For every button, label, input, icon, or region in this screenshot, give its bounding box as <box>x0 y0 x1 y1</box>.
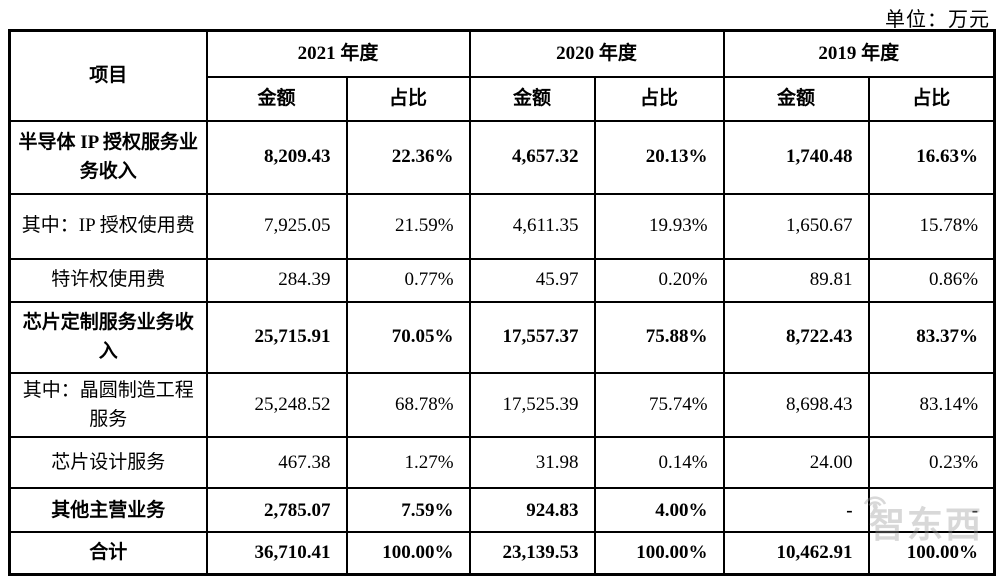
ratio-2019: 0.86% <box>867 257 996 303</box>
ratio-2021: 68.78% <box>345 371 471 439</box>
amount-2021: 8,209.43 <box>205 119 348 195</box>
amount-2021: 284.39 <box>205 257 348 303</box>
ratio-2021: 1.27% <box>345 436 471 490</box>
amount-2019: - <box>722 487 870 534</box>
table-row: 芯片设计服务 467.38 1.27% 31.98 0.14% 24.00 0.… <box>8 436 996 490</box>
row-label: 芯片定制服务业务收入 <box>8 300 208 374</box>
amount-2021: 7,925.05 <box>205 192 348 260</box>
year-header-2020: 2020 年度 <box>468 29 725 78</box>
row-label: 合计 <box>8 531 208 576</box>
amount-2020: 23,139.53 <box>468 531 596 576</box>
row-label: 特许权使用费 <box>8 257 208 303</box>
row-label: 半导体 IP 授权服务业务收入 <box>8 119 208 195</box>
ratio-header-2020: 占比 <box>593 75 725 122</box>
amount-2021: 2,785.07 <box>205 487 348 534</box>
ratio-2019: 15.78% <box>867 192 996 260</box>
amount-header-2019: 金额 <box>722 75 870 122</box>
amount-header-2021: 金额 <box>205 75 348 122</box>
amount-2020: 17,557.37 <box>468 300 596 374</box>
amount-2021: 25,248.52 <box>205 371 348 439</box>
ratio-2021: 7.59% <box>345 487 471 534</box>
table-row: 其中：IP 授权使用费 7,925.05 21.59% 4,611.35 19.… <box>8 192 996 260</box>
row-label: 其中：晶圆制造工程服务 <box>8 371 208 439</box>
revenue-table: 项目 2021 年度 2020 年度 2019 年度 金额 占比 金额 占比 金… <box>8 29 997 576</box>
ratio-header-2019: 占比 <box>867 75 996 122</box>
ratio-2020: 75.74% <box>593 371 725 439</box>
ratio-2020: 100.00% <box>593 531 725 576</box>
table-row: 特许权使用费 284.39 0.77% 45.97 0.20% 89.81 0.… <box>8 257 996 303</box>
ratio-2019: 0.23% <box>867 436 996 490</box>
amount-2019: 89.81 <box>722 257 870 303</box>
amount-2020: 4,611.35 <box>468 192 596 260</box>
table-row: 其中：晶圆制造工程服务 25,248.52 68.78% 17,525.39 7… <box>8 371 996 439</box>
amount-2020: 924.83 <box>468 487 596 534</box>
ratio-2020: 0.20% <box>593 257 725 303</box>
ratio-2019: - <box>867 487 996 534</box>
amount-2019: 24.00 <box>722 436 870 490</box>
header-row-subcolumns: 金额 占比 金额 占比 金额 占比 <box>10 75 996 122</box>
ratio-2021: 70.05% <box>345 300 471 374</box>
amount-2019: 8,722.43 <box>722 300 870 374</box>
table-row: 半导体 IP 授权服务业务收入 8,209.43 22.36% 4,657.32… <box>8 119 996 195</box>
ratio-2021: 21.59% <box>345 192 471 260</box>
amount-2020: 4,657.32 <box>468 119 596 195</box>
ratio-2020: 4.00% <box>593 487 725 534</box>
table-row-total: 合计 36,710.41 100.00% 23,139.53 100.00% 1… <box>8 531 996 576</box>
ratio-2019: 83.37% <box>867 300 996 374</box>
row-label: 其中：IP 授权使用费 <box>8 192 208 260</box>
amount-2019: 8,698.43 <box>722 371 870 439</box>
table-row: 其他主营业务 2,785.07 7.59% 924.83 4.00% - - <box>8 487 996 534</box>
amount-2020: 45.97 <box>468 257 596 303</box>
ratio-header-2021: 占比 <box>345 75 471 122</box>
ratio-2021: 22.36% <box>345 119 471 195</box>
amount-header-2020: 金额 <box>468 75 596 122</box>
amount-2019: 10,462.91 <box>722 531 870 576</box>
row-label: 芯片设计服务 <box>8 436 208 490</box>
ratio-2019: 100.00% <box>867 531 996 576</box>
header-row-years: 项目 2021 年度 2020 年度 2019 年度 <box>8 29 996 122</box>
ratio-2021: 0.77% <box>345 257 471 303</box>
amount-2020: 17,525.39 <box>468 371 596 439</box>
ratio-2021: 100.00% <box>345 531 471 576</box>
amount-2019: 1,650.67 <box>722 192 870 260</box>
ratio-2020: 0.14% <box>593 436 725 490</box>
ratio-2019: 83.14% <box>867 371 996 439</box>
amount-2021: 25,715.91 <box>205 300 348 374</box>
ratio-2020: 19.93% <box>593 192 725 260</box>
amount-2021: 36,710.41 <box>205 531 348 576</box>
ratio-2020: 20.13% <box>593 119 725 195</box>
amount-2020: 31.98 <box>468 436 596 490</box>
amount-2019: 1,740.48 <box>722 119 870 195</box>
item-column-header: 项目 <box>8 29 208 122</box>
year-header-2021: 2021 年度 <box>205 29 471 78</box>
table-row: 芯片定制服务业务收入 25,715.91 70.05% 17,557.37 75… <box>8 300 996 374</box>
row-label: 其他主营业务 <box>8 487 208 534</box>
amount-2021: 467.38 <box>205 436 348 490</box>
ratio-2020: 75.88% <box>593 300 725 374</box>
unit-label: 单位：万元 <box>885 9 990 31</box>
year-header-2019: 2019 年度 <box>722 29 996 78</box>
ratio-2019: 16.63% <box>867 119 996 195</box>
